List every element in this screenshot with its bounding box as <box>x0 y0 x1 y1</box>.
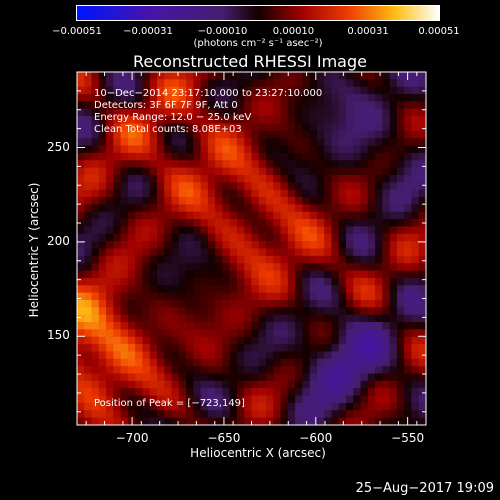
annotation-time: 10−Dec−2014 23:17:10.000 to 23:27:10.000 <box>94 88 323 99</box>
colorbar <box>76 5 440 21</box>
annotation-counts: Clean Total counts: 8.08E+03 <box>94 124 242 135</box>
colorbar-units: (photons cm⁻² s⁻¹ asec⁻²) <box>193 38 323 49</box>
colorbar-tick-label: 0.00031 <box>347 26 389 37</box>
footer-timestamp: 25−Aug−2017 19:09 <box>355 481 494 496</box>
y-tick-label: 200 <box>47 233 70 248</box>
x-tick-label: −600 <box>299 431 333 445</box>
colorbar-tick-label: 0.00010 <box>272 26 315 37</box>
annotation-energy: Energy Range: 12.0 − 25.0 keV <box>94 112 252 123</box>
colorbar-tick-label: −0.00010 <box>197 26 248 37</box>
colorbar-tick-label: −0.00031 <box>123 26 173 37</box>
chart-title: Reconstructed RHESSI Image <box>133 52 367 71</box>
colorbar-tick-label: 0.00051 <box>418 26 460 37</box>
y-tick-label: 250 <box>47 139 70 154</box>
x-axis-label: Heliocentric X (arcsec) <box>190 446 326 460</box>
colorbar-tick-label: −0.00051 <box>52 26 102 37</box>
x-tick-label: −700 <box>115 431 149 445</box>
y-axis-label: Heliocentric Y (arcsec) <box>27 182 41 318</box>
x-tick-label: −650 <box>207 431 241 445</box>
image-pixels <box>77 72 427 426</box>
y-tick-label: 150 <box>47 328 70 343</box>
x-tick-label: −550 <box>391 431 425 445</box>
annotation-detectors: Detectors: 3F 6F 7F 9F, Att 0 <box>94 100 238 111</box>
peak-position-label: Position of Peak = [−723,149] <box>94 398 245 409</box>
